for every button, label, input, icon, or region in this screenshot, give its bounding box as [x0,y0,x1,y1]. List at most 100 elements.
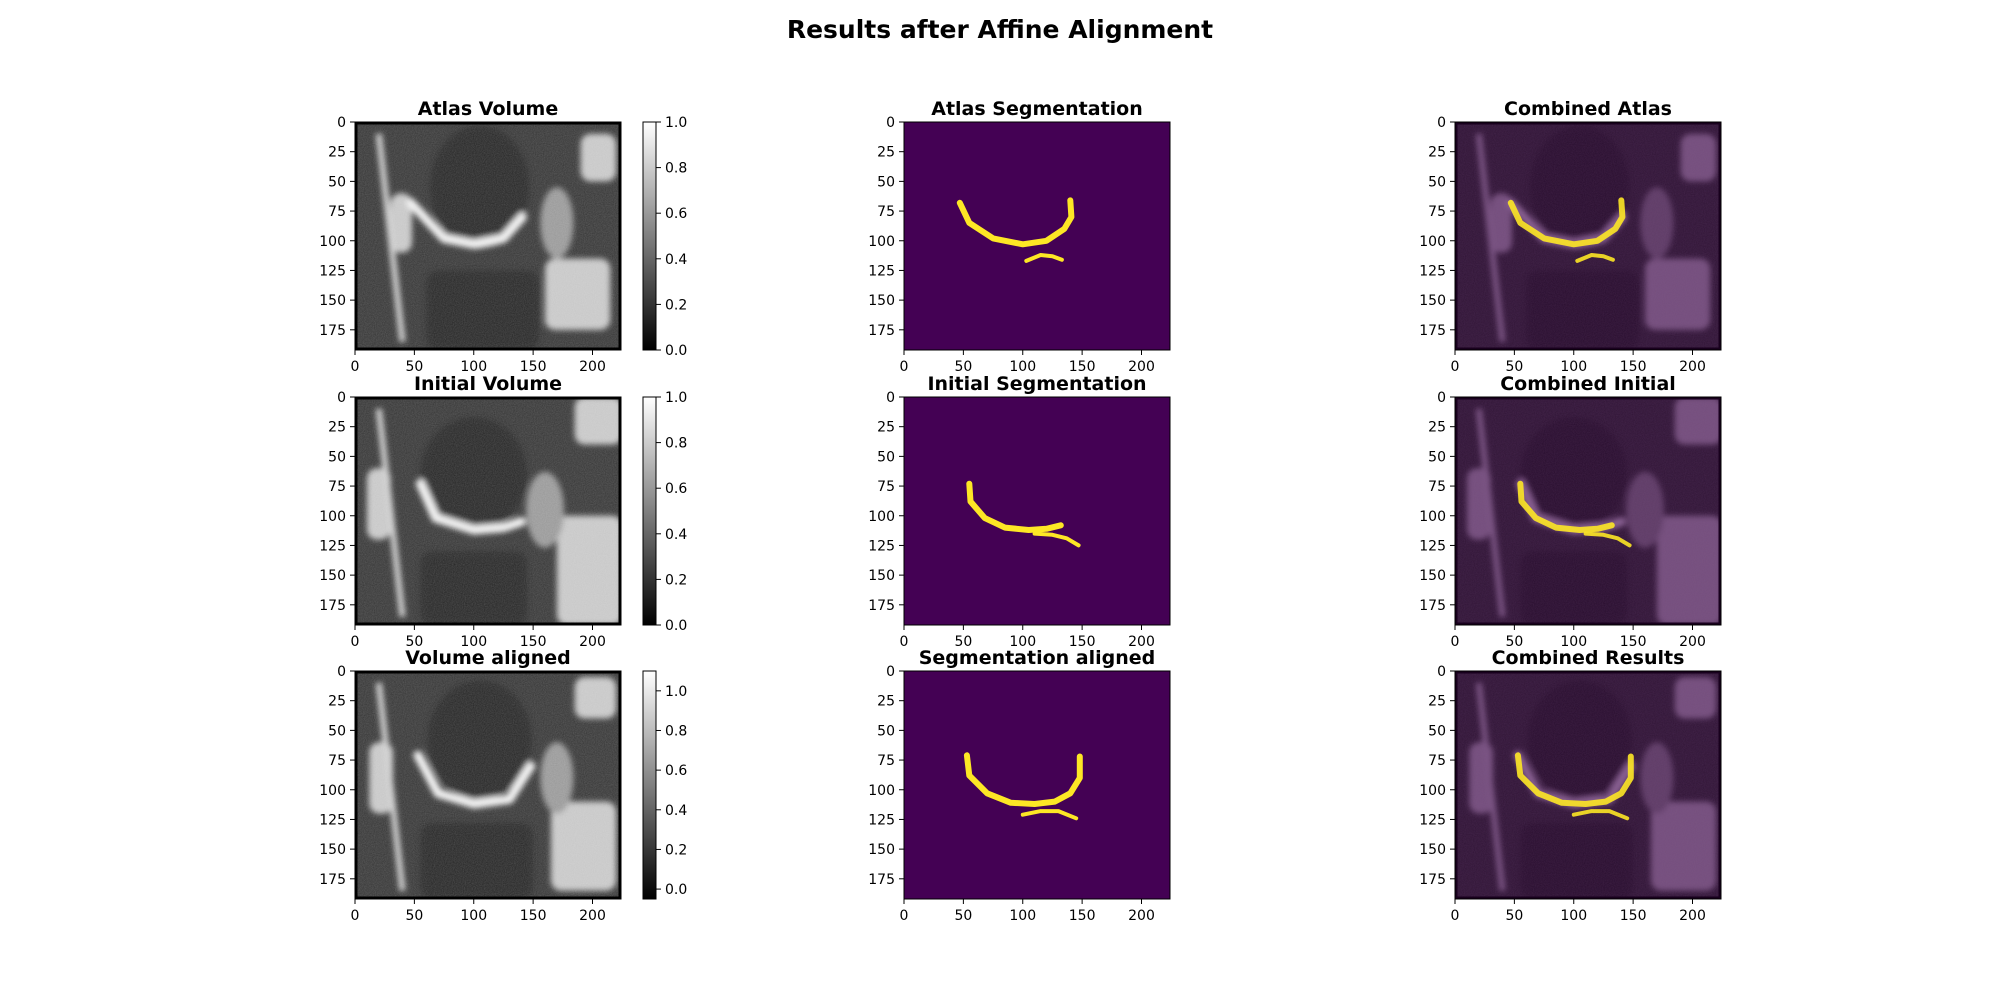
x-tick-label: 150 [1620,634,1647,650]
y-tick-label: 125 [319,263,346,279]
x-tick-label: 150 [520,908,547,924]
y-tick-label: 175 [868,598,895,614]
initial-segmentation-image [904,397,1170,625]
colorbar-tick-label: 0.2 [665,297,687,313]
colorbar-tick-label: 0.4 [665,803,687,819]
x-tick-label: 0 [900,359,909,375]
atlas-segmentation-segment-2 [1024,253,1064,263]
segmentation-aligned-segment-2 [1020,809,1079,821]
colorbar-tick-label: 0.8 [665,436,687,452]
y-tick-label: 50 [1428,174,1446,190]
x-tick-label: 50 [954,359,972,375]
atlas-volume-colorbar: 0.0 0.2 0.4 0.6 0.8 1.0 [642,115,687,359]
x-tick-label: 0 [900,634,909,650]
x-tick-label: 150 [1069,634,1096,650]
y-tick-label: 150 [319,293,346,309]
initial-volume-title: Initial Volume [414,373,562,395]
x-tick-label: 0 [1451,634,1460,650]
combined-results-segment-1 [1514,752,1634,807]
y-tick-label: 0 [1437,390,1446,406]
x-tick-label: 100 [460,634,487,650]
figure-title: Results after Affine Alignment [787,15,1213,44]
combined-initial-title: Combined Initial [1500,373,1676,395]
combined-atlas-segment-1 [1507,197,1626,248]
combined-initial-panel: Combined Initial 0 50 100 150 200 0 25 50 75 100 12… [1419,373,1722,650]
y-tick-label: 125 [319,538,346,554]
initial-volume-colorbar: 0.0 0.2 0.4 0.6 0.8 1.0 [642,390,687,634]
colorbar-tick-label: 0.0 [665,882,687,898]
y-tick-label: 175 [319,872,346,888]
combined-results-panel: Combined Results 0 50 100 150 200 0 25 50 75 100 12… [1419,647,1722,924]
y-tick-label: 100 [1419,783,1446,799]
initial-segmentation-panel: Initial Segmentation 0 50 100 150 200 0 25 50 75 1… [868,373,1171,650]
y-tick-label: 150 [868,293,895,309]
volume-aligned-title: Volume aligned [405,647,571,669]
y-tick-label: 150 [1419,842,1446,858]
y-tick-label: 0 [337,115,346,131]
initial-segmentation-title: Initial Segmentation [927,373,1146,395]
atlas-segmentation-segment-1 [956,197,1075,248]
y-tick-label: 0 [337,390,346,406]
y-tick-label: 75 [328,479,346,495]
x-tick-label: 150 [1069,359,1096,375]
y-tick-label: 175 [319,598,346,614]
x-tick-label: 200 [1128,634,1155,650]
segmentation-aligned-frame [903,670,1171,900]
colorbar-tick-label: 0.8 [665,723,687,739]
y-tick-label: 50 [328,723,346,739]
x-tick-label: 50 [954,634,972,650]
y-tick-label: 125 [1419,538,1446,554]
x-tick-label: 200 [1128,908,1155,924]
x-tick-label: 50 [1505,359,1523,375]
x-tick-label: 200 [1679,908,1706,924]
combined-atlas-segment-2 [1575,253,1615,263]
y-tick-label: 150 [1419,293,1446,309]
x-tick-label: 150 [1069,908,1096,924]
y-tick-label: 0 [886,115,895,131]
combined-initial-frame [1454,396,1722,626]
colorbar-tick-label: 0.2 [665,572,687,588]
atlas-volume-image [355,122,621,350]
colorbar-tick-label: 0.0 [665,343,687,359]
colorbar-tick-label: 0.4 [665,252,687,268]
volume-aligned-colorbar: 0.0 0.2 0.4 0.6 0.8 1.0 [642,670,687,900]
y-tick-label: 100 [868,509,895,525]
y-tick-label: 25 [328,420,346,436]
x-tick-label: 50 [405,634,423,650]
y-tick-label: 50 [1428,449,1446,465]
y-tick-label: 75 [877,204,895,220]
y-tick-label: 25 [1428,694,1446,710]
x-tick-label: 50 [1505,634,1523,650]
colorbar-gradient [642,670,657,900]
combined-results-title: Combined Results [1492,647,1685,669]
y-tick-label: 50 [1428,723,1446,739]
initial-segmentation-segment-2 [1032,531,1081,548]
y-tick-label: 175 [319,323,346,339]
colorbar-tick-label: 0.0 [665,618,687,634]
y-tick-label: 75 [877,479,895,495]
y-tick-label: 125 [1419,812,1446,828]
colorbar-tick-label: 1.0 [665,684,687,700]
combined-atlas-panel: Combined Atlas 0 50 100 150 200 0 25 50 75 100 125 1… [1419,98,1722,375]
volume-aligned-image [355,671,621,899]
segmentation-aligned-panel: Segmentation aligned 0 50 100 150 200 0 25 50 75 1… [868,647,1171,924]
y-tick-label: 0 [1437,664,1446,680]
y-tick-label: 75 [328,204,346,220]
x-tick-label: 50 [1505,908,1523,924]
y-tick-label: 25 [877,694,895,710]
combined-atlas-image [1455,122,1721,350]
x-tick-label: 0 [351,634,360,650]
y-tick-label: 0 [1437,115,1446,131]
atlas-segmentation-frame [903,121,1171,351]
x-tick-label: 200 [579,908,606,924]
x-tick-label: 0 [351,359,360,375]
atlas-segmentation-panel: Atlas Segmentation 0 50 100 150 200 0 25 50 75 100… [868,98,1171,375]
y-tick-label: 175 [1419,598,1446,614]
y-tick-label: 175 [868,872,895,888]
atlas-volume-title: Atlas Volume [418,98,559,120]
initial-segmentation-frame [903,396,1171,626]
x-tick-label: 150 [520,634,547,650]
y-tick-label: 125 [319,812,346,828]
colorbar-tick-label: 0.8 [665,161,687,177]
colorbar-tick-label: 1.0 [665,115,687,131]
